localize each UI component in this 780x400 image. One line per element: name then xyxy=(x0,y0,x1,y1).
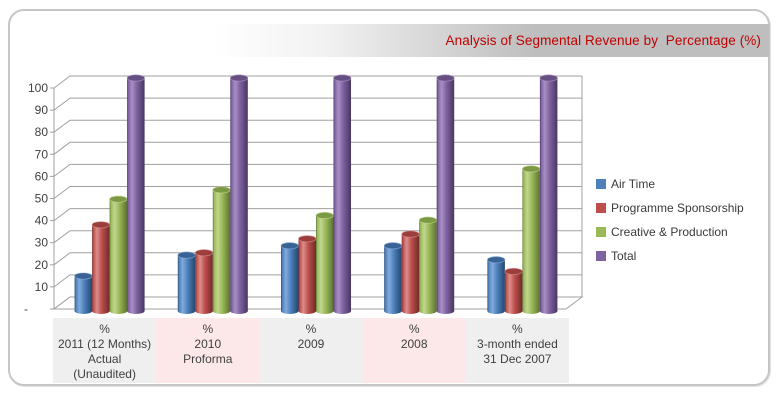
category-label-line: % xyxy=(305,322,317,336)
cylinder-bar xyxy=(298,235,317,314)
cylinder-bar xyxy=(486,256,506,314)
category-label-line: 2008 xyxy=(400,337,428,351)
category-label-line: 2009 xyxy=(297,337,325,351)
bars xyxy=(74,74,558,314)
category-label-line: 31 Dec 2007 xyxy=(483,352,552,366)
legend-item-3: Total xyxy=(596,244,771,268)
gridline xyxy=(53,208,582,221)
cylinder-bar xyxy=(383,242,403,314)
y-axis-label: 40 xyxy=(35,214,49,228)
y-axis-label: 10 xyxy=(35,280,49,294)
y-axis-label: 60 xyxy=(35,169,49,183)
cylinder-bar xyxy=(418,216,438,314)
legend-item-2: Creative & Production xyxy=(596,220,771,244)
gridline xyxy=(53,163,582,177)
cylinder-bar xyxy=(401,230,420,314)
legend: Air Time Programme Sponsorship Creative & … xyxy=(596,172,771,268)
gridline xyxy=(53,75,582,89)
y-axis-label: 20 xyxy=(35,258,49,272)
legend-swatch-icon xyxy=(596,179,606,189)
gridline xyxy=(53,186,582,199)
cylinder-bar xyxy=(126,74,146,314)
category-label-4: % 3-month ended 31 Dec 2007 xyxy=(465,318,569,383)
cylinder-bar xyxy=(229,74,249,314)
category-label-line: 2011 (12 Months) xyxy=(58,337,152,351)
legend-label: Air Time xyxy=(611,177,656,191)
legend-label: Creative & Production xyxy=(611,225,728,239)
chart-title-bar: Analysis of Segmental Revenue by Percent… xyxy=(212,24,769,57)
y-axis-label: 30 xyxy=(35,236,49,250)
legend-item-1: Programme Sponsorship xyxy=(596,196,771,220)
category-label-2: % 2009 xyxy=(259,318,363,383)
category-axis: % 2011 (12 Months) Actual (Unaudited)% 2010 P… xyxy=(0,318,780,383)
cylinder-bar xyxy=(315,211,334,314)
cylinder-bar xyxy=(504,267,523,314)
y-axis-label: 50 xyxy=(35,192,49,206)
category-label-line: % xyxy=(408,322,420,336)
legend-swatch-icon xyxy=(596,251,606,261)
gridline xyxy=(53,97,582,111)
cylinder-bar xyxy=(109,195,128,314)
legend-swatch-icon xyxy=(596,227,606,237)
category-label-line: % xyxy=(512,322,523,336)
cylinder-bar xyxy=(333,74,352,314)
y-axis-label: 70 xyxy=(35,147,49,161)
cylinder-bar xyxy=(177,251,196,314)
y-axis-label: 100 xyxy=(28,81,48,95)
legend-item-0: Air Time xyxy=(596,172,771,196)
category-label-1: % 2010 Proforma xyxy=(156,318,260,383)
gridline xyxy=(53,119,582,133)
category-label-line: % xyxy=(99,322,110,336)
gridline xyxy=(53,141,582,155)
legend-swatch-icon xyxy=(596,203,606,213)
y-axis-label: 80 xyxy=(35,125,49,139)
category-label-line: Actual xyxy=(87,352,122,366)
cylinder-bar xyxy=(212,186,231,314)
category-label-line: % xyxy=(202,322,214,336)
cylinder-bar xyxy=(74,272,93,314)
cylinder-bar xyxy=(91,221,110,314)
cylinder-bar xyxy=(522,165,541,314)
cylinder-bar xyxy=(539,74,558,314)
cylinder-bar xyxy=(194,249,214,314)
cylinder-bar xyxy=(280,242,299,314)
category-label-line: 2010 xyxy=(194,337,222,351)
category-label-line: (Unaudited) xyxy=(73,367,136,381)
category-label-0: % 2011 (12 Months) Actual (Unaudited) xyxy=(53,318,157,383)
category-label-3: % 2008 xyxy=(362,318,466,383)
legend-label: Programme Sponsorship xyxy=(611,201,744,215)
y-axis-label: 90 xyxy=(35,103,49,117)
y-axis-label: - xyxy=(24,302,28,316)
category-label-line: Proforma xyxy=(183,352,233,366)
legend-label: Total xyxy=(611,249,637,263)
chart-title: Analysis of Segmental Revenue by Percent… xyxy=(445,33,761,48)
cylinder-bar xyxy=(436,74,455,314)
category-label-line: 3-month ended xyxy=(477,337,558,351)
